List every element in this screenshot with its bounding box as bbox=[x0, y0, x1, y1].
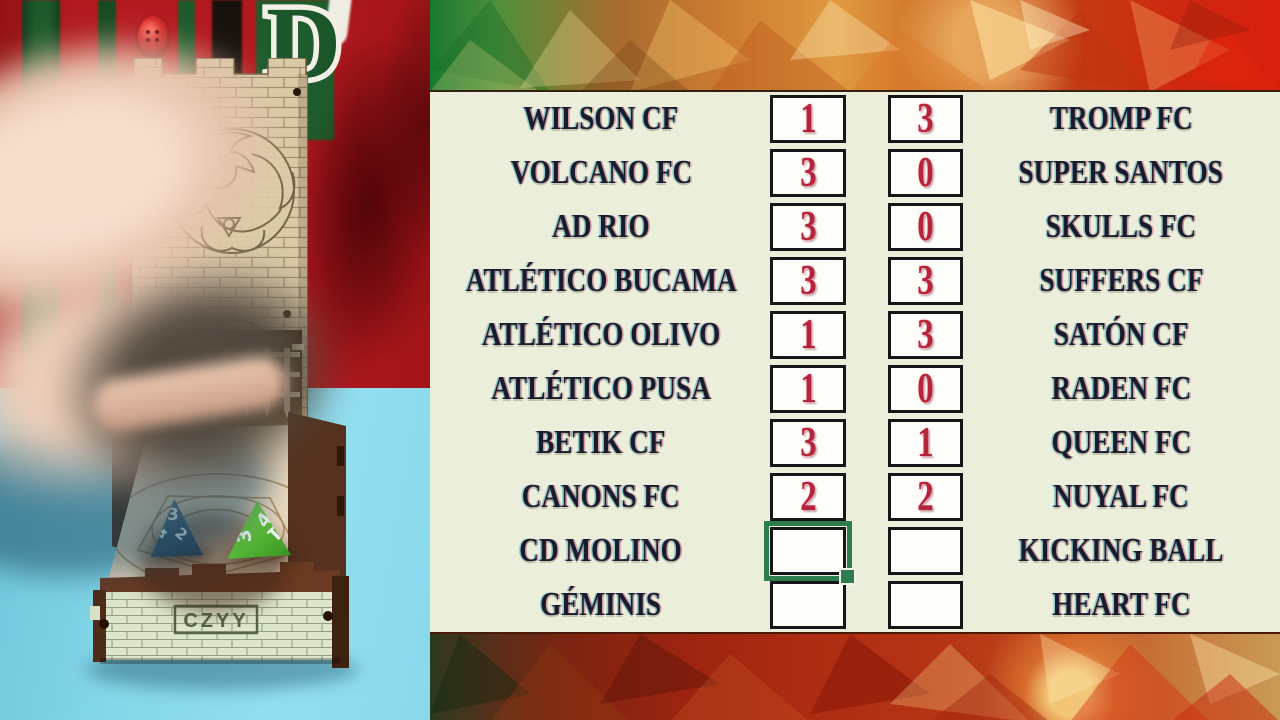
away-score-cell[interactable] bbox=[888, 581, 963, 629]
home-team-cell[interactable]: WILSON CF bbox=[436, 92, 766, 146]
away-team-cell[interactable]: NUYAL FC bbox=[968, 470, 1274, 524]
home-team-cell[interactable]: CD MOLINO bbox=[436, 524, 766, 578]
away-score-cell[interactable]: 0 bbox=[888, 365, 963, 413]
match-row: ATLÉTICO OLIVO 1 3 SATÓN CF bbox=[430, 308, 1280, 362]
home-score-cell[interactable]: 2 bbox=[770, 473, 846, 521]
match-row: CANONS FC 2 2 NUYAL FC bbox=[430, 470, 1280, 524]
home-team-cell[interactable]: ATLÉTICO BUCAMA bbox=[436, 254, 766, 308]
away-score-value: 3 bbox=[917, 312, 934, 358]
home-team-name: ATLÉTICO OLIVO bbox=[481, 316, 721, 353]
match-row: VOLCANO FC 3 0 SUPER SANTOS bbox=[430, 146, 1280, 200]
home-score-value: 3 bbox=[799, 258, 817, 304]
home-score-value: 1 bbox=[799, 96, 817, 142]
away-team-cell[interactable]: SKULLS FC bbox=[968, 200, 1274, 254]
home-team-cell[interactable]: AD RIO bbox=[436, 200, 766, 254]
away-team-name: HEART FC bbox=[1051, 586, 1191, 623]
away-team-cell[interactable]: QUEEN FC bbox=[968, 416, 1274, 470]
home-team-cell[interactable]: VOLCANO FC bbox=[436, 146, 766, 200]
away-score-cell[interactable]: 3 bbox=[888, 311, 963, 359]
home-score-value: 3 bbox=[799, 420, 817, 466]
match-row: ATLÉTICO PUSA 1 0 RADEN FC bbox=[430, 362, 1280, 416]
home-score-value: 1 bbox=[799, 312, 817, 358]
away-team-name: TROMP FC bbox=[1049, 100, 1193, 137]
home-team-name: CANONS FC bbox=[522, 478, 680, 515]
away-score-value: 1 bbox=[917, 420, 934, 466]
away-score-cell[interactable]: 0 bbox=[888, 203, 963, 251]
away-score-value: 3 bbox=[917, 258, 934, 304]
selected-cell-outline[interactable] bbox=[764, 521, 856, 585]
away-team-name: SATÓN CF bbox=[1053, 316, 1189, 353]
home-score-cell[interactable]: 3 bbox=[770, 203, 846, 251]
home-team-name: BETIK CF bbox=[536, 424, 666, 461]
away-score-value: 0 bbox=[917, 150, 934, 196]
away-score-cell[interactable] bbox=[888, 527, 963, 575]
home-team-cell[interactable]: ATLÉTICO OLIVO bbox=[436, 308, 766, 362]
dice-tower-photo: D bbox=[0, 0, 430, 720]
home-score-cell[interactable]: 3 bbox=[770, 257, 846, 305]
away-team-cell[interactable]: TROMP FC bbox=[968, 92, 1274, 146]
home-score-cell[interactable]: 3 bbox=[770, 149, 846, 197]
scoreboard-rows: WILSON CF 1 3 TROMP FC VOLCANO FC 3 0 SU… bbox=[430, 92, 1280, 632]
away-team-name: KICKING BALL bbox=[1018, 532, 1224, 569]
away-team-name: SKULLS FC bbox=[1045, 208, 1197, 245]
away-team-cell[interactable]: SUPER SANTOS bbox=[968, 146, 1274, 200]
home-team-cell[interactable]: BETIK CF bbox=[436, 416, 766, 470]
home-team-name: GÉMINIS bbox=[540, 586, 662, 623]
home-score-cell[interactable]: 1 bbox=[770, 365, 846, 413]
tray-brand-logo: CZYY bbox=[183, 610, 248, 632]
home-score-value: 3 bbox=[799, 150, 817, 196]
match-row: AD RIO 3 0 SKULLS FC bbox=[430, 200, 1280, 254]
home-score-cell[interactable]: 1 bbox=[770, 95, 846, 143]
home-team-name: AD RIO bbox=[552, 208, 650, 245]
home-team-name: WILSON CF bbox=[523, 100, 679, 137]
home-score-value: 2 bbox=[799, 474, 817, 520]
away-score-cell[interactable]: 0 bbox=[888, 149, 963, 197]
away-team-cell[interactable]: KICKING BALL bbox=[968, 524, 1274, 578]
banner-triangles bbox=[430, 0, 1279, 90]
away-team-name: QUEEN FC bbox=[1051, 424, 1191, 461]
away-score-cell[interactable]: 2 bbox=[888, 473, 963, 521]
home-team-name: CD MOLINO bbox=[519, 532, 683, 569]
home-score-cell[interactable] bbox=[770, 581, 846, 629]
away-team-cell[interactable]: SUFFERS CF bbox=[968, 254, 1274, 308]
away-team-cell[interactable]: SATÓN CF bbox=[968, 308, 1274, 362]
away-score-value: 0 bbox=[917, 366, 934, 412]
match-row: CD MOLINO KICKING BALL bbox=[430, 524, 1280, 578]
away-score-cell[interactable]: 3 bbox=[888, 257, 963, 305]
away-team-name: NUYAL FC bbox=[1053, 478, 1189, 515]
home-score-value: 1 bbox=[799, 366, 817, 412]
home-score-cell[interactable] bbox=[770, 527, 846, 575]
away-team-cell[interactable]: RADEN FC bbox=[968, 362, 1274, 416]
home-team-name: VOLCANO FC bbox=[510, 154, 692, 191]
match-row: WILSON CF 1 3 TROMP FC bbox=[430, 92, 1280, 146]
home-team-name: ATLÉTICO PUSA bbox=[491, 370, 711, 407]
away-score-value: 3 bbox=[917, 96, 934, 142]
home-team-cell[interactable]: ATLÉTICO PUSA bbox=[436, 362, 766, 416]
banner-triangles bbox=[430, 634, 1280, 720]
away-team-name: SUFFERS CF bbox=[1039, 262, 1203, 299]
match-row: ATLÉTICO BUCAMA 3 3 SUFFERS CF bbox=[430, 254, 1280, 308]
away-score-cell[interactable]: 1 bbox=[888, 419, 963, 467]
home-score-cell[interactable]: 1 bbox=[770, 311, 846, 359]
match-row: BETIK CF 3 1 QUEEN FC bbox=[430, 416, 1280, 470]
home-team-cell[interactable]: CANONS FC bbox=[436, 470, 766, 524]
bottom-banner bbox=[430, 632, 1280, 720]
away-score-cell[interactable]: 3 bbox=[888, 95, 963, 143]
home-team-cell[interactable]: GÉMINIS bbox=[436, 578, 766, 632]
away-team-name: SUPER SANTOS bbox=[1018, 154, 1224, 191]
top-banner bbox=[430, 0, 1280, 92]
away-score-value: 0 bbox=[917, 204, 934, 250]
scoreboard-panel: WILSON CF 1 3 TROMP FC VOLCANO FC 3 0 SU… bbox=[430, 0, 1280, 720]
away-score-value: 2 bbox=[917, 474, 934, 520]
home-score-value: 3 bbox=[799, 204, 817, 250]
away-team-name: RADEN FC bbox=[1051, 370, 1191, 407]
home-team-name: ATLÉTICO BUCAMA bbox=[465, 262, 737, 299]
home-score-cell[interactable]: 3 bbox=[770, 419, 846, 467]
away-team-cell[interactable]: HEART FC bbox=[968, 578, 1274, 632]
match-row: GÉMINIS HEART FC bbox=[430, 578, 1280, 632]
